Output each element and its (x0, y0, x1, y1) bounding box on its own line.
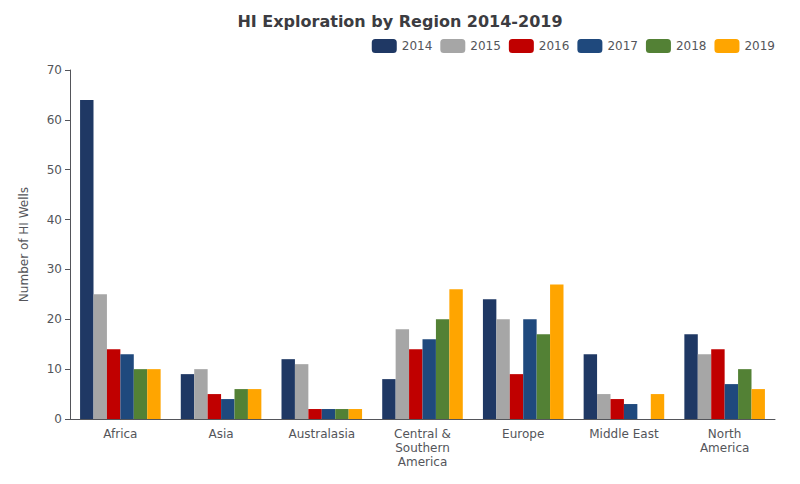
svg-text:Africa: Africa (103, 427, 137, 441)
svg-text:Europe: Europe (502, 427, 544, 441)
svg-text:2018: 2018 (676, 39, 707, 53)
svg-text:10: 10 (47, 362, 62, 376)
svg-text:2014: 2014 (402, 39, 433, 53)
svg-text:2015: 2015 (470, 39, 501, 53)
svg-text:2016: 2016 (539, 39, 570, 53)
svg-text:60: 60 (47, 113, 62, 127)
svg-text:0: 0 (54, 412, 62, 426)
svg-text:Australasia: Australasia (288, 427, 355, 441)
svg-text:Middle East: Middle East (589, 427, 659, 441)
svg-text:Number of HI Wells: Number of HI Wells (17, 187, 31, 302)
svg-text:America: America (398, 455, 448, 469)
svg-text:70: 70 (47, 63, 62, 77)
svg-text:Central &: Central & (394, 427, 451, 441)
svg-text:North: North (708, 427, 742, 441)
svg-text:30: 30 (47, 262, 62, 276)
svg-text:HI Exploration by Region 2014-: HI Exploration by Region 2014-2019 (237, 12, 562, 31)
svg-text:2019: 2019 (744, 39, 775, 53)
svg-text:2017: 2017 (607, 39, 638, 53)
svg-text:20: 20 (47, 312, 62, 326)
svg-text:50: 50 (47, 163, 62, 177)
svg-text:40: 40 (47, 213, 62, 227)
svg-text:Asia: Asia (208, 427, 233, 441)
svg-text:America: America (700, 441, 750, 455)
svg-text:Southern: Southern (395, 441, 450, 455)
